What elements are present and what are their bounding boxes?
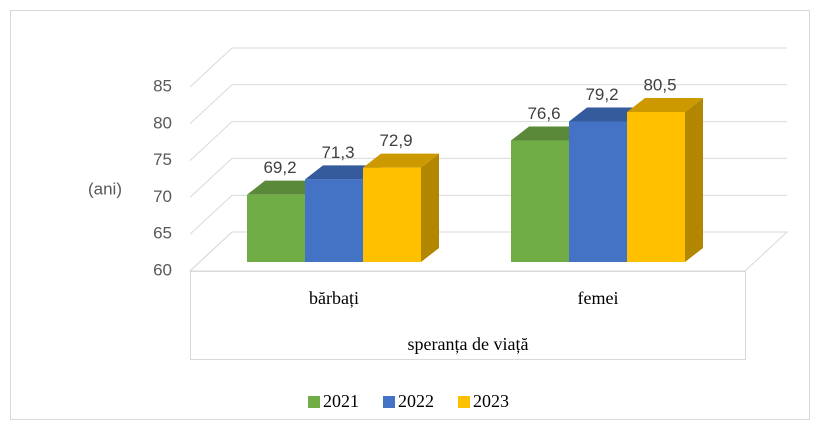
value-label: 72,9: [379, 131, 412, 150]
legend-label: 2023: [473, 391, 509, 411]
value-label: 76,6: [527, 104, 560, 123]
bar: [627, 112, 685, 262]
y-tick-label: 60: [153, 260, 172, 279]
value-label: 71,3: [321, 143, 354, 162]
bar-top: [627, 98, 703, 112]
bar: [511, 140, 569, 262]
y-tick-label: 75: [153, 150, 172, 169]
legend-swatch: [308, 396, 320, 408]
bar-top: [363, 153, 439, 168]
x-tick-label: bărbați: [309, 288, 359, 308]
bar-top: [305, 165, 381, 180]
grid-line: [189, 84, 787, 125]
bar: [363, 167, 421, 262]
legend-swatch: [458, 396, 470, 408]
bar: [247, 194, 305, 262]
bar-top: [511, 126, 587, 141]
value-label: 79,2: [585, 85, 618, 104]
legend-swatch: [383, 396, 395, 408]
legend-label: 2022: [398, 391, 434, 411]
y-tick-label: 80: [153, 113, 172, 132]
bar-side: [421, 153, 439, 262]
bar: [305, 179, 363, 262]
legend-label: 2021: [323, 391, 359, 411]
y-tick-label: 70: [153, 187, 172, 206]
bar-top: [247, 180, 323, 195]
y-axis-title: (ani): [88, 179, 122, 198]
x-axis-title: speranța de viață: [408, 334, 529, 354]
y-tick-label: 65: [153, 224, 172, 243]
value-label: 69,2: [263, 158, 296, 177]
value-label: 80,5: [643, 75, 676, 94]
bar-top: [569, 107, 645, 122]
grid-line: [189, 47, 787, 88]
y-tick-label: 85: [153, 76, 172, 95]
x-tick-label: femei: [578, 288, 619, 308]
bar: [569, 121, 627, 262]
bar-side: [685, 98, 703, 262]
